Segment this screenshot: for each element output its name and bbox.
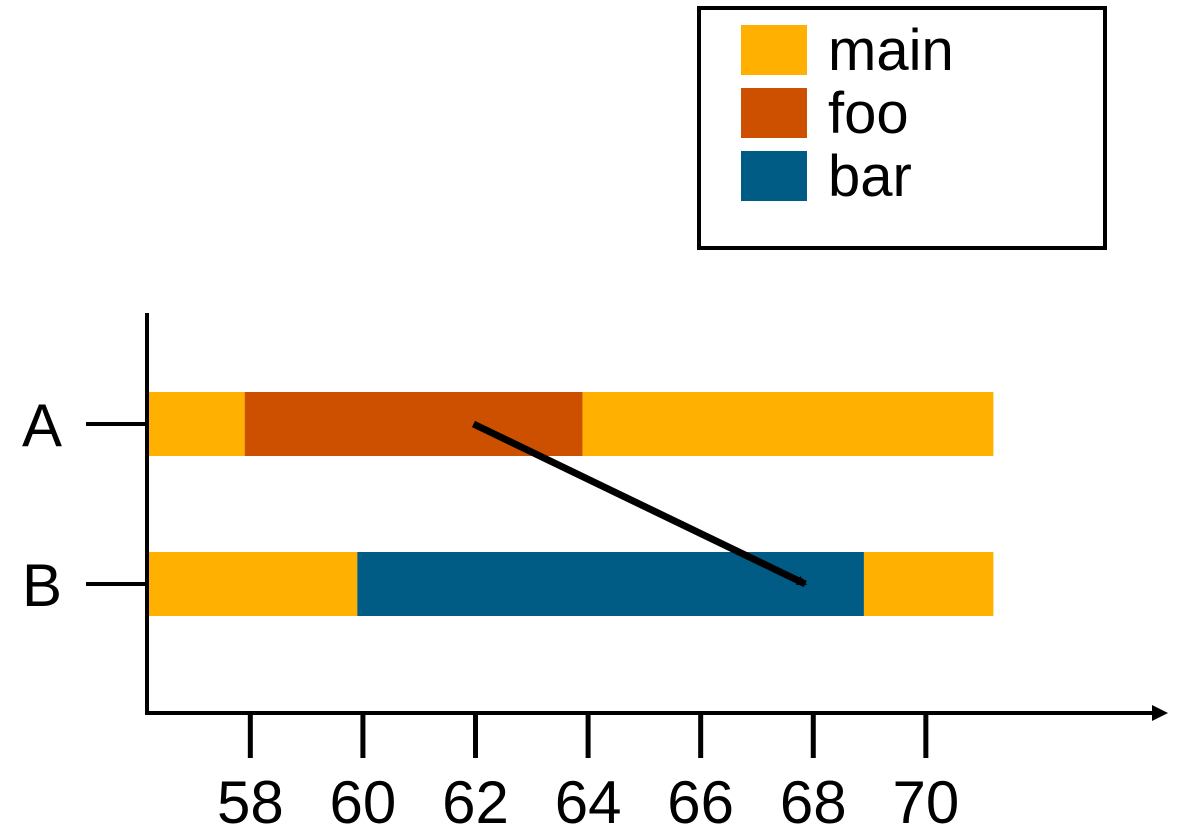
x-tick-label-58: 58 bbox=[217, 769, 284, 830]
x-tick-label-70: 70 bbox=[892, 769, 959, 830]
y-ticks: AB bbox=[22, 392, 147, 619]
bar-segment-a-foo-1 bbox=[244, 392, 583, 456]
x-axis-arrowhead bbox=[1152, 705, 1168, 721]
bar-segment-b-bar-4 bbox=[357, 552, 864, 616]
axes bbox=[145, 313, 1168, 721]
x-tick-label-68: 68 bbox=[780, 769, 847, 830]
legend-swatch-bar bbox=[741, 151, 807, 201]
legend-swatch-main bbox=[741, 25, 807, 75]
bar-segment-b-main-5 bbox=[863, 552, 994, 616]
legend-label-main: main bbox=[828, 18, 954, 83]
annotation-arrow bbox=[471, 420, 808, 588]
legend-swatch-foo bbox=[741, 88, 807, 138]
bar-segment-a-main-0 bbox=[149, 392, 245, 456]
x-tick-label-60: 60 bbox=[330, 769, 397, 830]
legend-label-bar: bar bbox=[828, 144, 912, 209]
legend-label-foo: foo bbox=[828, 81, 909, 146]
bar-segment-b-main-3 bbox=[149, 552, 358, 616]
bar-segment-a-main-2 bbox=[582, 392, 994, 456]
bars bbox=[149, 392, 994, 616]
y-tick-label-a: A bbox=[22, 392, 62, 459]
x-tick-label-62: 62 bbox=[442, 769, 509, 830]
x-ticks: 58 60 62 64 66 68 70 bbox=[217, 713, 959, 830]
y-tick-label-b: B bbox=[22, 552, 62, 619]
x-tick-label-64: 64 bbox=[555, 769, 622, 830]
x-tick-label-66: 66 bbox=[667, 769, 734, 830]
